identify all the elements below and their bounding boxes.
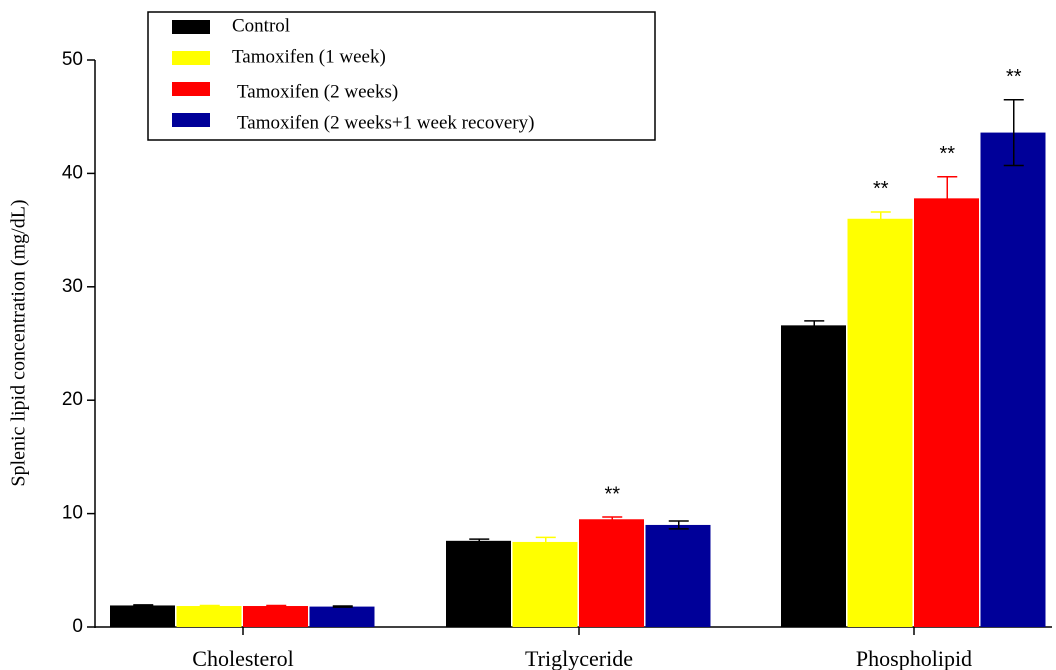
y-tick-label: 30 bbox=[62, 276, 83, 297]
significance-marker: ** bbox=[604, 483, 620, 505]
bar bbox=[914, 198, 979, 627]
significance-marker: ** bbox=[873, 178, 889, 200]
y-tick-label: 20 bbox=[62, 389, 83, 410]
y-tick-label: 40 bbox=[62, 162, 83, 183]
legend-box bbox=[147, 11, 656, 141]
bar bbox=[110, 605, 175, 627]
legend-label: Tamoxifen (2 weeks+1 week recovery) bbox=[237, 112, 534, 133]
x-tick-label: Phospholipid bbox=[856, 646, 972, 670]
bar bbox=[176, 606, 242, 627]
bar bbox=[980, 132, 1046, 628]
significance-marker: ** bbox=[939, 143, 955, 165]
x-tick-label: Triglyceride bbox=[525, 646, 633, 670]
bar bbox=[512, 541, 578, 627]
legend-swatch bbox=[172, 82, 210, 96]
legend-label: Tamoxifen (1 week) bbox=[232, 46, 386, 67]
bar bbox=[243, 606, 308, 627]
legend-swatch bbox=[172, 113, 210, 127]
bar bbox=[781, 325, 846, 627]
legend-label: Tamoxifen (2 weeks) bbox=[237, 81, 398, 102]
bar bbox=[446, 540, 511, 627]
y-tick-label: 50 bbox=[62, 49, 83, 70]
y-axis-label: Splenic lipid concentration (mg/dL) bbox=[8, 199, 30, 486]
bar bbox=[645, 524, 711, 627]
legend-label: Control bbox=[232, 15, 290, 36]
significance-marker: ** bbox=[1006, 66, 1022, 88]
y-tick-label: 10 bbox=[62, 503, 83, 524]
y-tick-label: 0 bbox=[72, 616, 83, 637]
legend-swatch bbox=[172, 20, 210, 34]
bar bbox=[847, 218, 913, 627]
legend-swatch bbox=[172, 51, 210, 65]
bar bbox=[309, 606, 375, 627]
bar bbox=[579, 519, 644, 627]
x-tick-label: Cholesterol bbox=[192, 646, 293, 670]
